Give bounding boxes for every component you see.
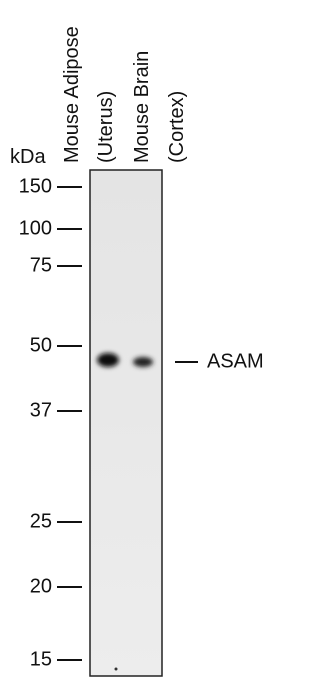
marker-label: 150 — [19, 175, 52, 197]
marker-label: 37 — [30, 399, 52, 421]
marker-label: 75 — [30, 254, 52, 276]
marker-label: 25 — [30, 510, 52, 532]
unit-label: kDa — [10, 146, 46, 168]
band-label: ASAM — [207, 350, 264, 372]
lane-label: Mouse Adipose — [61, 26, 83, 163]
marker-label: 100 — [19, 217, 52, 239]
marker-label: 15 — [30, 648, 52, 670]
band — [97, 353, 119, 367]
lane-label: (Uterus) — [95, 91, 117, 163]
lane-label: (Cortex) — [166, 91, 188, 163]
marker-label: 20 — [30, 575, 52, 597]
blot-membrane — [89, 169, 163, 677]
lane-label: Mouse Brain — [131, 51, 153, 163]
marker-label: 50 — [30, 334, 52, 356]
western-blot: kDa Mouse Adipose (Uterus) Mouse Brain (Cor… — [10, 26, 264, 677]
speck — [114, 667, 118, 671]
band — [133, 357, 153, 367]
